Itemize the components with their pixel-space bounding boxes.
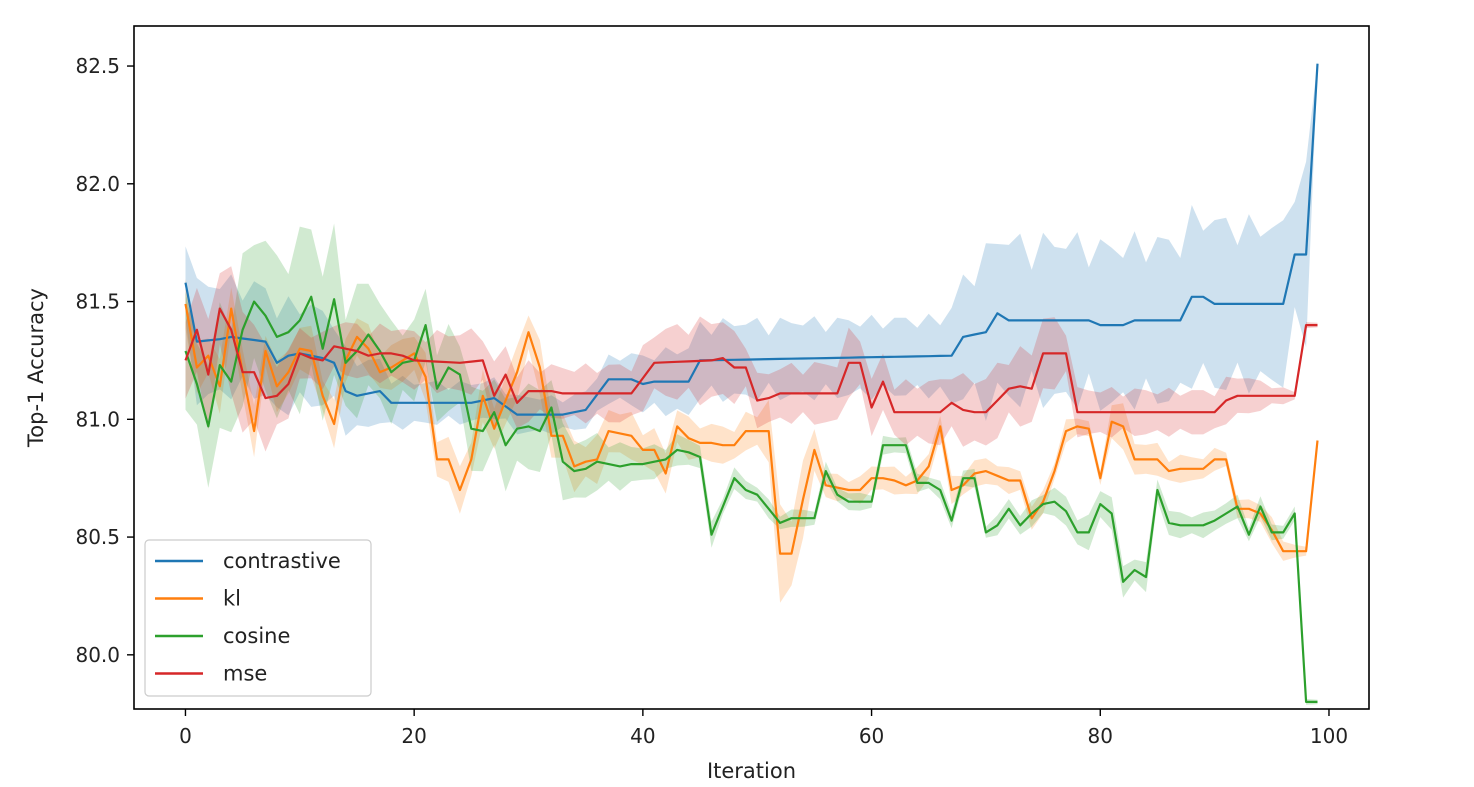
band-mse bbox=[185, 266, 1318, 452]
y-tick-label: 81.0 bbox=[75, 407, 120, 431]
legend-label-cosine: cosine bbox=[223, 624, 290, 648]
line-mse bbox=[184, 307, 1318, 414]
plot-frame bbox=[133, 25, 1370, 710]
legend-label-mse: mse bbox=[223, 662, 267, 686]
x-tick-label: 60 bbox=[859, 724, 884, 748]
line-contrastive bbox=[184, 63, 1319, 416]
line-cosine bbox=[184, 295, 1318, 704]
band-kl bbox=[185, 278, 1318, 603]
legend-box bbox=[144, 539, 372, 697]
x-tick-label: 100 bbox=[1310, 724, 1348, 748]
y-tick-label: 82.5 bbox=[75, 54, 120, 78]
x-tick-label: 20 bbox=[401, 724, 426, 748]
x-tick-label: 40 bbox=[630, 724, 655, 748]
legend-label-kl: kl bbox=[223, 587, 241, 611]
x-axis-label: Iteration bbox=[707, 759, 796, 783]
y-tick-label: 82.0 bbox=[75, 172, 120, 196]
series-lines bbox=[184, 63, 1319, 704]
y-axis-ticks: 80.0 80.5 81.0 81.5 82.0 82.5 bbox=[75, 54, 134, 667]
y-axis-label: Top-1 Accuracy bbox=[24, 288, 48, 448]
confidence-bands bbox=[185, 61, 1318, 705]
x-axis-ticks: 0 20 40 60 80 100 bbox=[179, 709, 1348, 748]
x-tick-label: 80 bbox=[1088, 724, 1113, 748]
y-tick-label: 81.5 bbox=[75, 290, 120, 314]
band-contrastive bbox=[185, 61, 1318, 436]
legend: contrastive kl cosine mse bbox=[144, 539, 372, 697]
legend-label-contrastive: contrastive bbox=[223, 549, 341, 573]
band-cosine bbox=[185, 223, 1318, 705]
y-tick-label: 80.5 bbox=[75, 525, 120, 549]
y-tick-label: 80.0 bbox=[75, 643, 120, 667]
line-kl bbox=[184, 303, 1319, 555]
x-tick-label: 0 bbox=[179, 724, 192, 748]
